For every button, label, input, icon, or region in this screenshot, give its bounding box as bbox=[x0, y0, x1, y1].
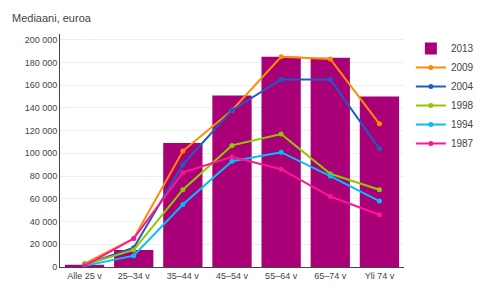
svg-text:45–54 v: 45–54 v bbox=[216, 271, 249, 281]
svg-text:180 000: 180 000 bbox=[25, 58, 58, 68]
svg-text:Yli 74 v: Yli 74 v bbox=[365, 271, 395, 281]
svg-text:35–44 v: 35–44 v bbox=[167, 271, 200, 281]
svg-text:1987: 1987 bbox=[451, 138, 474, 149]
svg-text:120 000: 120 000 bbox=[25, 126, 58, 136]
svg-text:25–34 v: 25–34 v bbox=[118, 271, 151, 281]
svg-text:0: 0 bbox=[52, 262, 57, 272]
svg-text:2009: 2009 bbox=[451, 62, 474, 73]
svg-text:1994: 1994 bbox=[451, 119, 474, 130]
svg-text:2013: 2013 bbox=[451, 43, 474, 54]
svg-text:2004: 2004 bbox=[451, 81, 474, 92]
svg-text:40 000: 40 000 bbox=[30, 217, 58, 227]
svg-text:100 000: 100 000 bbox=[25, 148, 58, 158]
svg-text:1998: 1998 bbox=[451, 100, 474, 111]
svg-text:Alle 25 v: Alle 25 v bbox=[67, 271, 102, 281]
svg-text:55–64 v: 55–64 v bbox=[265, 271, 298, 281]
svg-text:200 000: 200 000 bbox=[25, 35, 58, 45]
svg-text:160 000: 160 000 bbox=[25, 80, 58, 90]
svg-text:140 000: 140 000 bbox=[25, 103, 58, 113]
svg-text:Mediaani, euroa: Mediaani, euroa bbox=[12, 12, 92, 24]
svg-text:65–74 v: 65–74 v bbox=[314, 271, 347, 281]
svg-text:80 000: 80 000 bbox=[30, 171, 58, 181]
svg-text:60 000: 60 000 bbox=[30, 194, 58, 204]
svg-text:20 000: 20 000 bbox=[30, 239, 58, 249]
